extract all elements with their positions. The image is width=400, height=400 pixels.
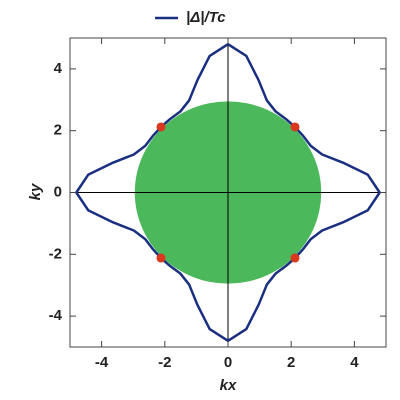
y-tick-label: -4 bbox=[49, 307, 63, 324]
legend-label: |Δ|/Tc bbox=[186, 9, 226, 26]
y-tick-label: 0 bbox=[54, 183, 62, 200]
point bbox=[290, 122, 300, 132]
x-tick-label: -2 bbox=[158, 354, 171, 371]
y-tick-label: 4 bbox=[54, 60, 63, 77]
x-axis-label: kx bbox=[220, 377, 237, 394]
x-tick-label: 2 bbox=[287, 354, 295, 371]
point bbox=[290, 253, 300, 263]
y-axis-label: ky bbox=[27, 183, 44, 200]
x-tick-label: 0 bbox=[224, 354, 232, 371]
curve bbox=[75, 42, 381, 343]
x-tick-label: 4 bbox=[350, 354, 359, 371]
y-tick-label: 2 bbox=[54, 122, 62, 139]
x-tick-label: -4 bbox=[95, 354, 109, 371]
point bbox=[156, 122, 166, 132]
y-tick-label: -2 bbox=[49, 245, 62, 262]
point bbox=[156, 253, 166, 263]
